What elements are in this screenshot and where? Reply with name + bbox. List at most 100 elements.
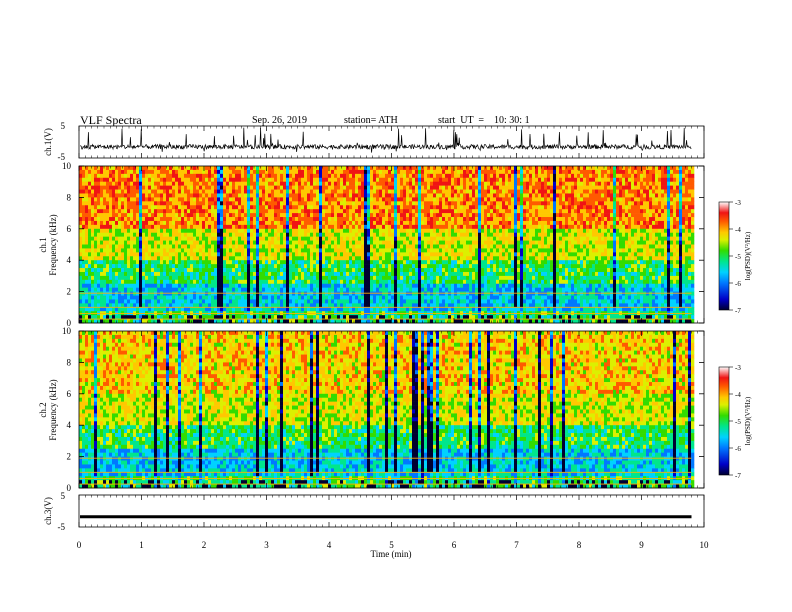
spectrogram-cell [214,271,218,277]
spectrogram-cell [418,173,422,179]
spectrogram-cell [358,236,362,241]
spectrogram-cell [295,283,299,288]
spectrogram-cell [199,260,203,265]
spectrogram-cell [322,213,326,218]
spectrogram-cell [256,268,260,273]
spectrogram-cell [316,181,320,186]
spectrogram-cell [424,224,428,230]
spectrogram-cell [211,264,215,269]
spectrogram-cell [193,248,197,253]
spectrogram-cell [181,283,185,288]
spectrogram-cell [196,236,200,241]
spectrogram-cell [289,295,293,300]
spectrogram-cell [361,279,365,285]
spectrogram-cell [370,173,374,179]
spectrogram-cell [175,166,179,171]
spectrogram-cell [121,189,125,194]
spectrogram-cell [256,248,260,253]
spectrogram-cell [313,307,317,312]
spectrogram-cell [448,268,452,273]
spectrogram-cell [184,181,188,186]
spectrogram-cell [427,315,431,320]
spectrogram-cell [391,256,395,261]
spectrogram-cell [292,236,296,241]
spectrogram-cell [445,232,449,237]
spectrogram-cell [235,228,239,234]
spectrogram-cell [178,248,182,253]
spectrogram-cell [211,236,215,241]
spectrogram-cell [433,319,437,324]
spectrogram-cell [322,319,326,324]
spectrogram-cell [268,209,272,214]
spectrogram-cell [451,240,455,245]
spectrogram-cell [145,244,149,249]
spectrogram-cell [346,193,350,198]
spectrogram-cell [196,264,200,269]
spectrogram-cell [139,220,143,226]
spectrogram-cell [403,217,407,222]
spectrogram-cell [121,268,125,273]
spectrogram-cell [229,181,233,186]
spectrogram-cell [109,213,113,218]
spectrogram-cell [235,291,239,296]
spectrogram-cell [301,220,305,226]
spectrogram-cell [427,299,431,304]
spectrogram-cell [187,291,191,296]
spectrogram-cell [124,232,128,237]
spectrogram-cell [367,252,371,257]
spectrogram-cell [442,244,446,249]
spectrogram-cell [184,240,188,245]
spectrogram-cell [316,220,320,226]
spectrogram-cell [382,228,386,234]
spectrogram-cell [268,236,272,241]
spectrogram-cell [295,185,299,190]
spectrogram-cell [196,189,200,194]
spectrogram-cell [439,181,443,186]
spectrogram-cell [208,228,212,234]
spectrogram-cell [310,303,314,308]
spectrogram-cell [271,201,275,206]
spectrogram-cell [163,232,167,237]
spectrogram-cell [319,283,323,288]
spectrogram-cell [361,217,365,222]
spectrogram-cell [379,173,383,179]
spectrogram-cell [160,279,164,285]
spectrogram-cell [397,201,401,206]
spectrogram-cell [376,217,380,222]
spectrogram-cell [241,283,245,288]
spectrogram-cell [202,189,206,194]
spectrogram-cell [388,248,392,253]
spectrogram-cell [445,303,449,308]
spectrogram-cell [307,224,311,230]
spectrogram-cell [244,173,248,179]
spectrogram-cell [202,260,206,265]
spectrogram-cell [415,181,419,186]
spectrogram-cell [88,209,92,214]
spectrogram-cell [151,248,155,253]
spectrogram-cell [286,283,290,288]
spectrogram-cell [358,177,362,182]
spectrogram-cell [217,173,221,179]
spectrogram-cell [88,303,92,308]
spectrogram-cell [211,287,215,292]
spectrogram-cell [445,220,449,226]
spectrogram-cell [127,244,131,249]
spectrogram-cell [280,248,284,253]
spectrogram-cell [139,319,143,324]
spectrogram-cell [253,252,257,257]
spectrogram-cell [136,169,140,175]
spectrogram-cell [382,201,386,206]
spectrogram-cell [166,260,170,265]
spectrogram-cell [346,173,350,179]
spectrogram-cell [226,307,230,312]
spectrogram-cell [352,268,356,273]
spectrogram-cell [244,201,248,206]
spectrogram-cell [370,268,374,273]
spectrogram-cell [112,228,116,234]
spectrogram-cell [163,240,167,245]
spectrogram-cell [262,279,266,285]
spectrogram-cell [385,205,389,210]
spectrogram-cell [358,201,362,206]
spectrogram-cell [346,169,350,175]
